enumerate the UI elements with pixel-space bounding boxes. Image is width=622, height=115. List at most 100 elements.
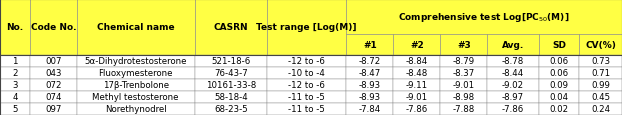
Text: #2: #2 <box>410 40 424 49</box>
Text: Avg.: Avg. <box>502 40 524 49</box>
Text: -11 to -5: -11 to -5 <box>288 105 325 114</box>
Bar <box>579 103 622 115</box>
Bar <box>77 55 195 67</box>
Bar <box>0 0 30 55</box>
Bar <box>539 103 579 115</box>
Bar <box>0 91 30 103</box>
Text: -7.84: -7.84 <box>359 105 381 114</box>
Bar <box>30 67 77 79</box>
Bar <box>440 79 488 91</box>
Text: 0.06: 0.06 <box>549 69 569 78</box>
Bar <box>393 91 440 103</box>
Bar <box>539 67 579 79</box>
Bar <box>267 91 346 103</box>
Bar <box>267 79 346 91</box>
Bar <box>440 103 488 115</box>
Text: -8.98: -8.98 <box>453 93 475 102</box>
Text: Code No.: Code No. <box>30 23 76 32</box>
Text: -11 to -5: -11 to -5 <box>288 93 325 102</box>
Bar <box>346 91 393 103</box>
Bar <box>579 79 622 91</box>
Text: -8.44: -8.44 <box>502 69 524 78</box>
Bar <box>30 79 77 91</box>
Bar <box>539 34 579 55</box>
Bar <box>0 67 30 79</box>
Bar <box>77 79 195 91</box>
Text: 68-23-5: 68-23-5 <box>214 105 248 114</box>
Bar <box>579 34 622 55</box>
Bar <box>346 79 393 91</box>
Text: #1: #1 <box>363 40 377 49</box>
Text: -9.11: -9.11 <box>406 81 428 90</box>
Bar <box>440 55 488 67</box>
Bar <box>579 55 622 67</box>
Text: CASRN: CASRN <box>213 23 248 32</box>
Text: -7.86: -7.86 <box>406 105 428 114</box>
Bar <box>267 55 346 67</box>
Text: Chemical name: Chemical name <box>97 23 175 32</box>
Bar <box>539 79 579 91</box>
Bar <box>393 34 440 55</box>
Bar <box>0 55 30 67</box>
Bar <box>579 67 622 79</box>
Text: Comprehensive test Log[PC$_{50}$(M)]: Comprehensive test Log[PC$_{50}$(M)] <box>399 11 570 24</box>
Text: 0.99: 0.99 <box>591 81 610 90</box>
Bar <box>579 91 622 103</box>
Bar <box>393 55 440 67</box>
Text: 0.02: 0.02 <box>549 105 569 114</box>
Text: -7.88: -7.88 <box>453 105 475 114</box>
Text: 072: 072 <box>45 81 62 90</box>
Bar <box>0 103 30 115</box>
Text: 76-43-7: 76-43-7 <box>214 69 248 78</box>
Bar <box>488 67 539 79</box>
Text: Norethynodrel: Norethynodrel <box>105 105 167 114</box>
Bar <box>440 34 488 55</box>
Text: 3: 3 <box>12 81 17 90</box>
Bar <box>488 91 539 103</box>
Bar <box>267 103 346 115</box>
Bar <box>77 91 195 103</box>
Text: 2: 2 <box>12 69 17 78</box>
Bar <box>488 55 539 67</box>
Bar <box>30 103 77 115</box>
Bar <box>488 79 539 91</box>
Text: 5: 5 <box>12 105 17 114</box>
Bar <box>30 55 77 67</box>
Text: 17β-Trenbolone: 17β-Trenbolone <box>103 81 169 90</box>
Bar <box>440 67 488 79</box>
Text: 007: 007 <box>45 57 62 66</box>
Text: 0.06: 0.06 <box>549 57 569 66</box>
Text: 5α-Dihydrotestosterone: 5α-Dihydrotestosterone <box>85 57 187 66</box>
Text: No.: No. <box>6 23 24 32</box>
Bar <box>346 34 393 55</box>
Text: -10 to -4: -10 to -4 <box>288 69 325 78</box>
Text: -9.01: -9.01 <box>406 93 428 102</box>
Bar <box>0 79 30 91</box>
Bar <box>30 0 77 55</box>
Text: Fluoxymesterone: Fluoxymesterone <box>98 69 173 78</box>
Bar <box>539 91 579 103</box>
Text: 0.71: 0.71 <box>591 69 610 78</box>
Text: -8.93: -8.93 <box>359 93 381 102</box>
Bar <box>77 67 195 79</box>
Text: -8.79: -8.79 <box>453 57 475 66</box>
Text: 0.04: 0.04 <box>549 93 569 102</box>
Text: -8.37: -8.37 <box>453 69 475 78</box>
Text: -8.97: -8.97 <box>502 93 524 102</box>
Text: Methyl testosterone: Methyl testosterone <box>93 93 179 102</box>
Text: 1: 1 <box>12 57 17 66</box>
Text: CV(%): CV(%) <box>585 40 616 49</box>
Bar <box>77 0 195 55</box>
Bar <box>267 0 346 55</box>
Text: -8.84: -8.84 <box>406 57 428 66</box>
Text: -7.86: -7.86 <box>502 105 524 114</box>
Bar <box>440 91 488 103</box>
Text: -8.78: -8.78 <box>502 57 524 66</box>
Bar <box>488 103 539 115</box>
Text: -8.93: -8.93 <box>359 81 381 90</box>
Text: 0.45: 0.45 <box>591 93 610 102</box>
Bar <box>346 0 622 34</box>
Bar <box>195 55 267 67</box>
Bar <box>195 67 267 79</box>
Text: -8.48: -8.48 <box>406 69 428 78</box>
